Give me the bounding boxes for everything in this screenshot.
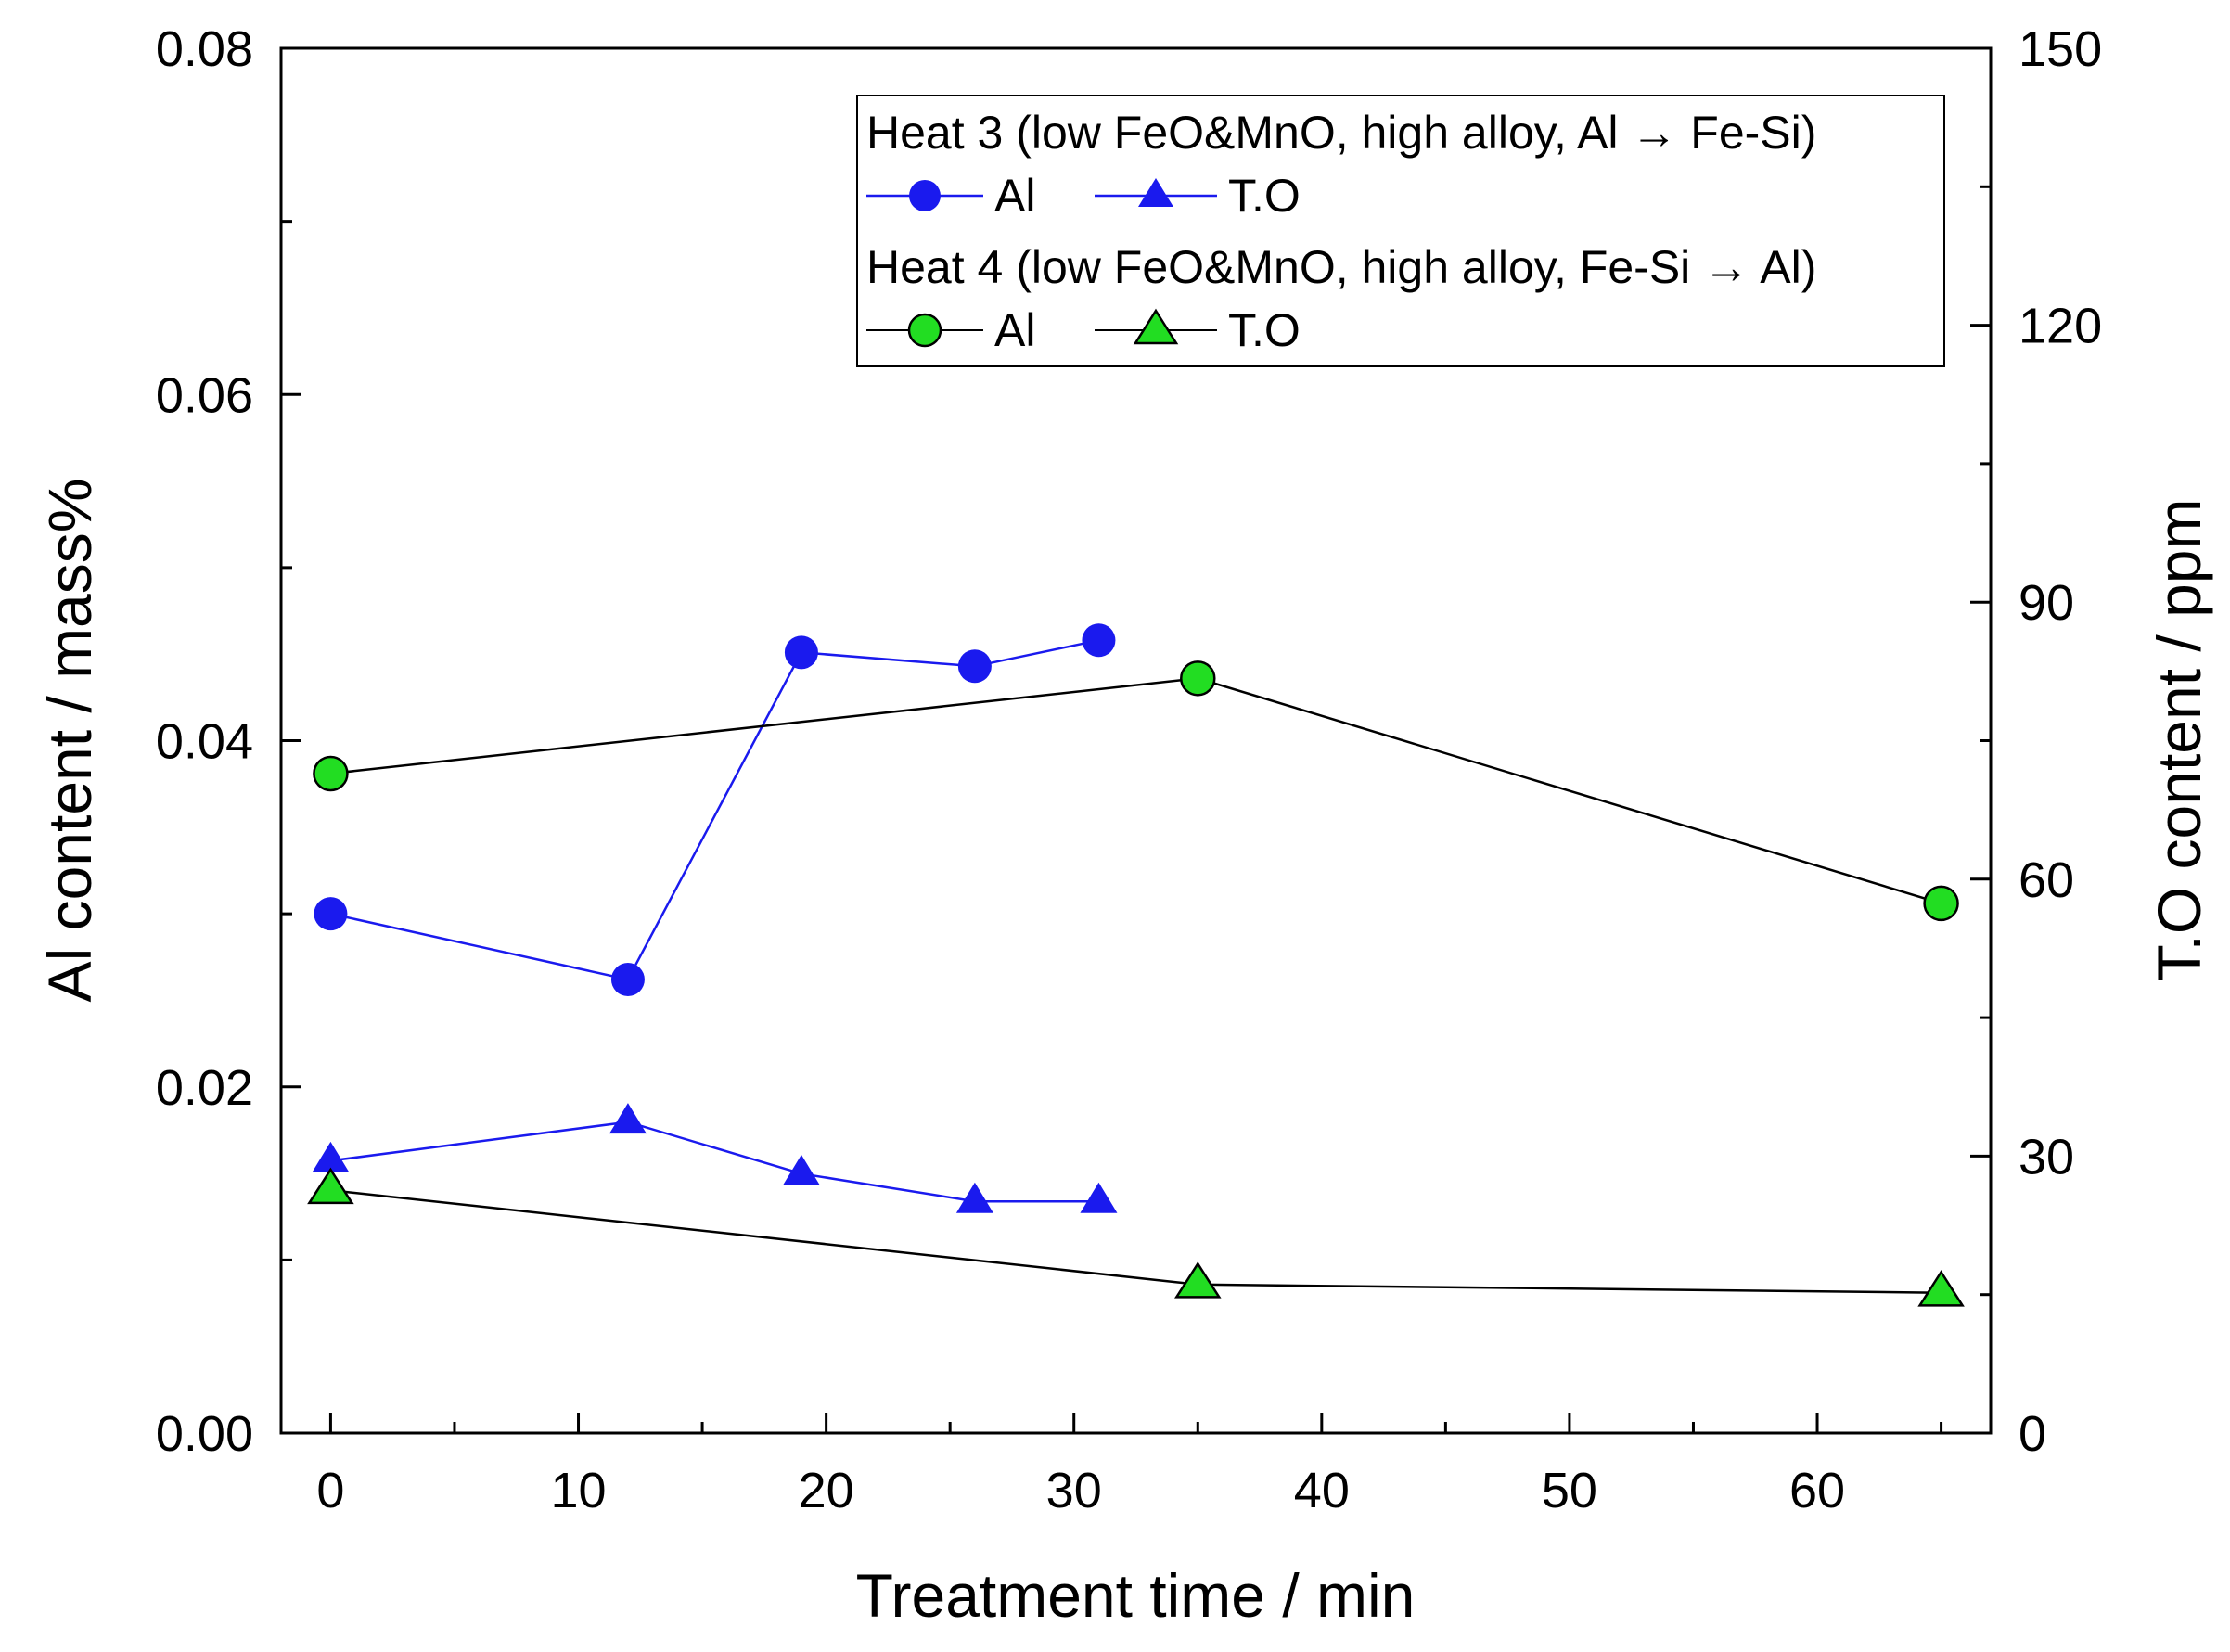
legend-label-heat3-to: T.O	[1228, 170, 1301, 222]
x-tick-label: 40	[1294, 1463, 1350, 1518]
series-markers	[307, 623, 1965, 1307]
y-axis-left-title: Al content / mass%	[35, 479, 104, 1003]
data-point-heat-4-al	[1923, 885, 1959, 922]
y-left-tick-label: 0.02	[156, 1060, 253, 1116]
y-left-tick-label: 0.00	[156, 1406, 253, 1462]
y-left-tick-label: 0.08	[156, 21, 253, 77]
series-line-heat-3-t-o	[330, 1121, 1099, 1203]
data-point-heat-4-al	[313, 755, 349, 792]
data-point-heat-3-al	[314, 897, 348, 931]
x-tick-label: 10	[550, 1463, 606, 1518]
series-line-heat-3-al	[330, 639, 1099, 981]
y-right-tick-label: 30	[2019, 1129, 2074, 1185]
data-point-heat-4-t-o	[1917, 1270, 1965, 1307]
y-left-tick-label: 0.04	[156, 714, 253, 770]
x-tick-label: 60	[1789, 1463, 1845, 1518]
legend-label-heat3-al: Al	[994, 170, 1035, 222]
legend-marker-heat3-al	[909, 180, 941, 211]
series-line-heat-4-al	[330, 677, 1942, 905]
legend-entry-heat3-al: Al	[866, 170, 1035, 222]
data-point-heat-3-al	[610, 963, 645, 997]
data-point-heat-3-al	[784, 635, 818, 670]
data-point-heat-3-al	[1082, 623, 1116, 658]
x-tick-label: 30	[1046, 1463, 1102, 1518]
axis-tick-labels: 0 10 20 30 40 50 60 0.00 0.02 0.04 0.06 0.08 0 30 60 90…	[156, 21, 2102, 1518]
legend-entry-heat4-al: Al	[866, 304, 1035, 356]
legend-group-heat3-title: Heat 3 (low FeO&MnO, high alloy, Al → Fe…	[866, 107, 1816, 159]
legend-box	[856, 95, 1945, 367]
data-point-heat-3-t-o	[1080, 1182, 1118, 1213]
legend-marker-heat3-to	[1138, 178, 1173, 207]
y-axis-right-title: T.O content / ppm	[2145, 499, 2213, 982]
y-right-tick-label: 60	[2019, 852, 2074, 908]
axis-ticks	[281, 46, 1991, 1435]
y-right-tick-label: 120	[2019, 299, 2102, 354]
legend-label-heat4-al: Al	[994, 304, 1035, 356]
legend-marker-heat4-to	[1133, 308, 1179, 345]
data-point-heat-3-t-o	[312, 1141, 350, 1172]
series-line-heat-4-t-o	[330, 1188, 1942, 1294]
x-tick-label: 0	[316, 1463, 344, 1518]
y-left-tick-label: 0.06	[156, 367, 253, 423]
x-tick-label: 50	[1542, 1463, 1597, 1518]
legend-marker-heat4-al	[907, 313, 942, 348]
x-axis-title: Treatment time / min	[856, 1561, 1416, 1630]
y-right-tick-label: 150	[2019, 21, 2102, 77]
data-point-heat-3-t-o	[955, 1182, 993, 1213]
x-tick-label: 20	[799, 1463, 854, 1518]
data-point-heat-4-t-o	[307, 1167, 354, 1205]
y-right-tick-label: 0	[2019, 1406, 2046, 1462]
data-point-heat-3-t-o	[782, 1154, 820, 1185]
series-lines	[330, 639, 1942, 1294]
data-point-heat-4-t-o	[1173, 1261, 1222, 1299]
y-right-tick-label: 90	[2019, 575, 2074, 631]
legend: Heat 3 (low FeO&MnO, high alloy, Al → Fe…	[856, 95, 1945, 367]
legend-label-heat4-to: T.O	[1228, 304, 1301, 356]
legend-entry-heat3-to: T.O	[1095, 170, 1301, 222]
data-point-heat-4-al	[1180, 660, 1216, 697]
legend-group-heat4-title: Heat 4 (low FeO&MnO, high alloy, Fe-Si →…	[866, 241, 1816, 293]
data-point-heat-3-t-o	[609, 1103, 647, 1134]
legend-entry-heat4-to: T.O	[1095, 304, 1301, 356]
data-point-heat-3-al	[957, 649, 992, 684]
